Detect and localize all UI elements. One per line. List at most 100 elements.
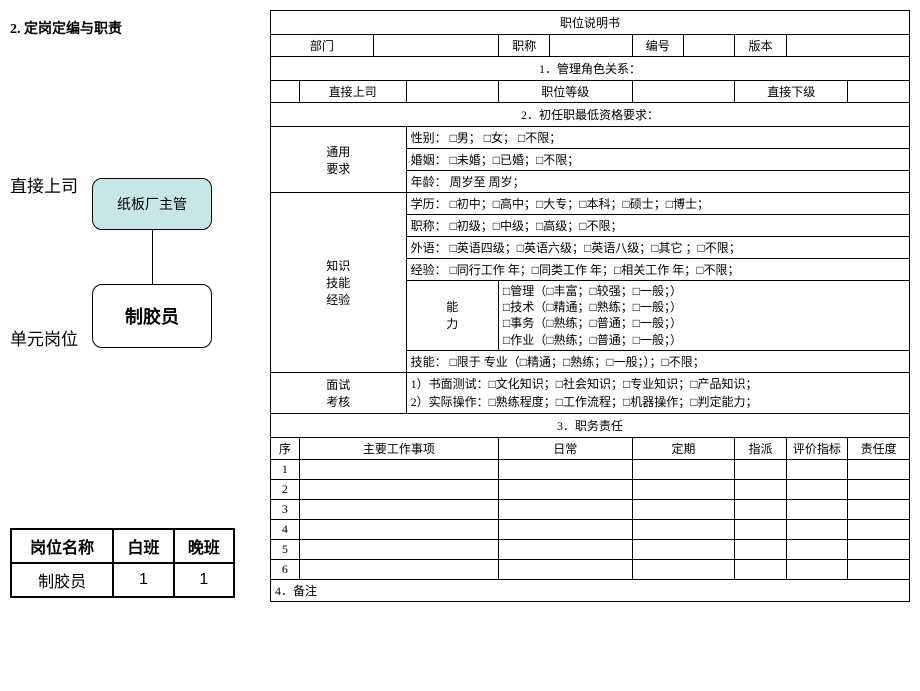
code-value — [683, 35, 734, 57]
duty-row-daily — [499, 499, 633, 519]
lang-row: 外语： □英语四级；□英语六级；□英语八级；□其它 ；□不限； — [406, 237, 909, 259]
interview-label: 面试 考核 — [271, 372, 407, 413]
duty-row-daily — [499, 559, 633, 579]
shift-header-name: 岗位名称 — [11, 529, 113, 563]
duty-row-item — [299, 519, 498, 539]
duty-h-seq: 序 — [271, 437, 300, 459]
org-connector — [152, 230, 153, 284]
dept-value — [373, 35, 498, 57]
direct-sub-label: 直接下级 — [735, 81, 848, 103]
duty-row-item — [299, 499, 498, 519]
edu-row: 学历： □初中；□高中；□大专；□本科；□硕士；□博士； — [406, 193, 909, 215]
duty-h-periodic: 定期 — [632, 437, 735, 459]
duty-row-metric — [786, 499, 848, 519]
duty-row-seq: 3 — [271, 499, 300, 519]
duty-h-resp: 责任度 — [848, 437, 910, 459]
duty-row-periodic — [632, 559, 735, 579]
shift-row-night: 1 — [174, 563, 234, 597]
duty-row-daily — [499, 459, 633, 479]
ability-label: 能 力 — [406, 281, 498, 351]
unit-label: 单元岗位 — [10, 331, 92, 348]
duty-row-assign — [735, 559, 786, 579]
duty-row-metric — [786, 519, 848, 539]
shift-table: 岗位名称 白班 晚班 制胶员 1 1 — [10, 528, 235, 598]
duty-row-periodic — [632, 479, 735, 499]
interview-lines: 1）书面测试：□文化知识；□社会知识；□专业知识；□产品知识；2）实际操作：□熟… — [406, 372, 909, 413]
role-pad1 — [271, 81, 300, 103]
duty-row-periodic — [632, 519, 735, 539]
ability-lines: □管理（□丰富；□较强；□一般；）□技术（□精通；□熟练；□一般；）□事务（□熟… — [499, 281, 910, 351]
protitle-row: 职称： □初级；□中级；□高级；□不限； — [406, 215, 909, 237]
version-label: 版本 — [735, 35, 786, 57]
knowledge-label: 知识 技能 经验 — [271, 193, 407, 373]
unit-node: 制胶员 — [92, 284, 212, 348]
duty-row-metric — [786, 459, 848, 479]
doc-title: 职位说明书 — [271, 11, 910, 35]
shift-header-day: 白班 — [113, 529, 173, 563]
duty-row-item — [299, 459, 498, 479]
shift-row-day: 1 — [113, 563, 173, 597]
duty-row-daily — [499, 539, 633, 559]
section3-title: 3．职务责任 — [271, 413, 910, 437]
marriage-row: 婚姻： □未婚；□已婚；□不限； — [406, 149, 909, 171]
duty-row-metric — [786, 539, 848, 559]
duty-row-resp — [848, 559, 910, 579]
shift-row-name: 制胶员 — [11, 563, 113, 597]
unit-node-text: 制胶员 — [125, 303, 179, 329]
duty-row-assign — [735, 479, 786, 499]
general-req-label: 通用 要求 — [271, 127, 407, 193]
level-value — [632, 81, 735, 103]
org-chart: 直接上司 单元岗位 纸板厂主管 制胶员 — [10, 178, 252, 348]
skill-row: 技能： □限于 专业（□精通；□熟练；□一般；）；□不限； — [406, 350, 909, 372]
duty-row-resp — [848, 519, 910, 539]
duty-row-assign — [735, 539, 786, 559]
title-label: 职称 — [499, 35, 550, 57]
direct-sub-value — [848, 81, 910, 103]
duty-row-seq: 4 — [271, 519, 300, 539]
duty-h-item: 主要工作事项 — [299, 437, 498, 459]
shift-header-night: 晚班 — [174, 529, 234, 563]
exp-row: 经验： □同行工作 年；□同类工作 年；□相关工作 年；□不限； — [406, 259, 909, 281]
duty-row-resp — [848, 459, 910, 479]
duty-row-daily — [499, 519, 633, 539]
duty-row-periodic — [632, 539, 735, 559]
duty-row-resp — [848, 499, 910, 519]
duty-row-metric — [786, 559, 848, 579]
age-row: 年龄： 周岁至 周岁； — [406, 171, 909, 193]
duty-h-assign: 指派 — [735, 437, 786, 459]
duty-row-item — [299, 539, 498, 559]
direct-sup-label: 直接上司 — [299, 81, 406, 103]
duty-row-assign — [735, 519, 786, 539]
supervisor-node: 纸板厂主管 — [92, 178, 212, 230]
supervisor-node-text: 纸板厂主管 — [117, 194, 187, 214]
dept-label: 部门 — [271, 35, 374, 57]
duty-row-assign — [735, 459, 786, 479]
supervisor-label: 直接上司 — [10, 178, 92, 195]
version-value — [786, 35, 909, 57]
title-value — [550, 35, 632, 57]
job-spec-table: 职位说明书 部门 职称 编号 版本 1．管理角色关系： 直接上司 职位等级 — [270, 10, 910, 602]
duty-row-resp — [848, 539, 910, 559]
remark-row: 4．备注 — [271, 579, 910, 601]
duty-row-item — [299, 559, 498, 579]
section1-title: 1．管理角色关系： — [271, 57, 910, 81]
level-label: 职位等级 — [499, 81, 633, 103]
gender-row: 性别： □男； □女； □不限； — [406, 127, 909, 149]
duty-row-assign — [735, 499, 786, 519]
section-title: 2. 定岗定编与职责 — [10, 18, 252, 38]
duty-row-resp — [848, 479, 910, 499]
duty-row-metric — [786, 479, 848, 499]
duty-row-periodic — [632, 499, 735, 519]
direct-sup-value — [406, 81, 498, 103]
duty-h-daily: 日常 — [499, 437, 633, 459]
duty-row-periodic — [632, 459, 735, 479]
code-label: 编号 — [632, 35, 683, 57]
duty-h-metric: 评价指标 — [786, 437, 848, 459]
duty-row-item — [299, 479, 498, 499]
duty-row-seq: 1 — [271, 459, 300, 479]
section2-title: 2．初任职最低资格要求： — [271, 103, 910, 127]
duty-row-daily — [499, 479, 633, 499]
duty-row-seq: 2 — [271, 479, 300, 499]
duty-row-seq: 6 — [271, 559, 300, 579]
duty-row-seq: 5 — [271, 539, 300, 559]
